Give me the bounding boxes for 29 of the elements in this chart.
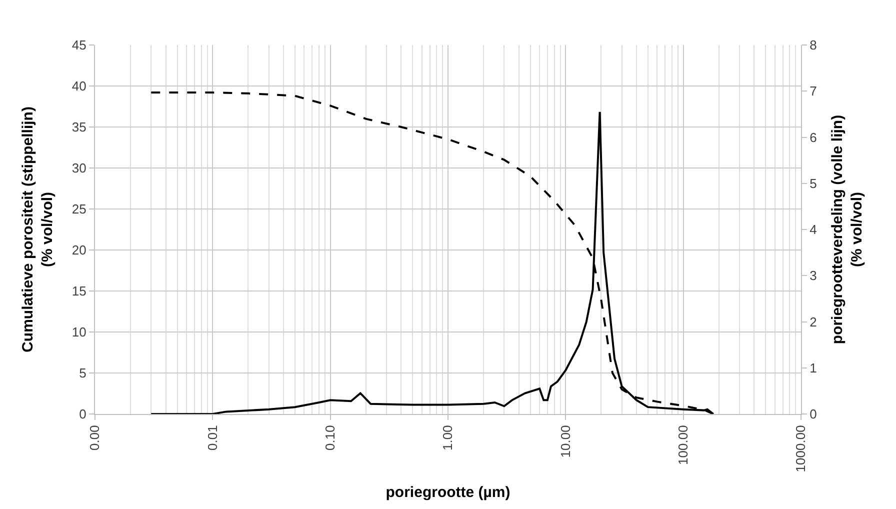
x-axis-title: poriegrootte (µm) <box>386 484 510 502</box>
y2-tick-label: 6 <box>810 130 817 145</box>
x-tick-label: 0.10 <box>322 425 338 451</box>
y-tick-label: 0 <box>79 406 86 422</box>
x-tick-label: 10.00 <box>558 425 573 458</box>
y2-tick-label: 5 <box>810 176 817 191</box>
y-tick-label: 15 <box>72 284 86 299</box>
y-tick-label: 5 <box>79 366 86 381</box>
y2-tick-label: 7 <box>810 84 817 99</box>
y2-axis-title: poriegrootteverdeling (volle lijn) (% vol/vol) <box>828 114 866 344</box>
y2-tick-label: 2 <box>810 314 817 330</box>
y-tick-label: 35 <box>72 120 86 135</box>
y2-tick-label: 1 <box>810 360 817 376</box>
y-tick-label: 10 <box>72 324 86 340</box>
y2-tick-label: 3 <box>810 268 817 284</box>
y-tick-label: 45 <box>72 38 86 53</box>
y-tick-label: 20 <box>72 242 86 258</box>
x-tick-label: 0.01 <box>204 425 220 451</box>
y2-tick-label: 8 <box>810 38 817 53</box>
y-axis-title: Cumulatieve porositeit (stippellijn) (% vol/vol) <box>20 106 56 352</box>
y-tick-label: 25 <box>72 202 86 217</box>
x-tick-label: 1000.00 <box>793 425 808 472</box>
x-tick-label: 100.00 <box>676 425 691 465</box>
y2-tick-label: 0 <box>810 406 817 422</box>
y2-tick-label: 4 <box>810 222 817 238</box>
x-tick-label: 0.00 <box>87 425 102 451</box>
y-tick-label: 40 <box>72 78 86 94</box>
y-tick-label: 30 <box>72 160 86 176</box>
x-tick-label: 1.00 <box>440 425 456 451</box>
